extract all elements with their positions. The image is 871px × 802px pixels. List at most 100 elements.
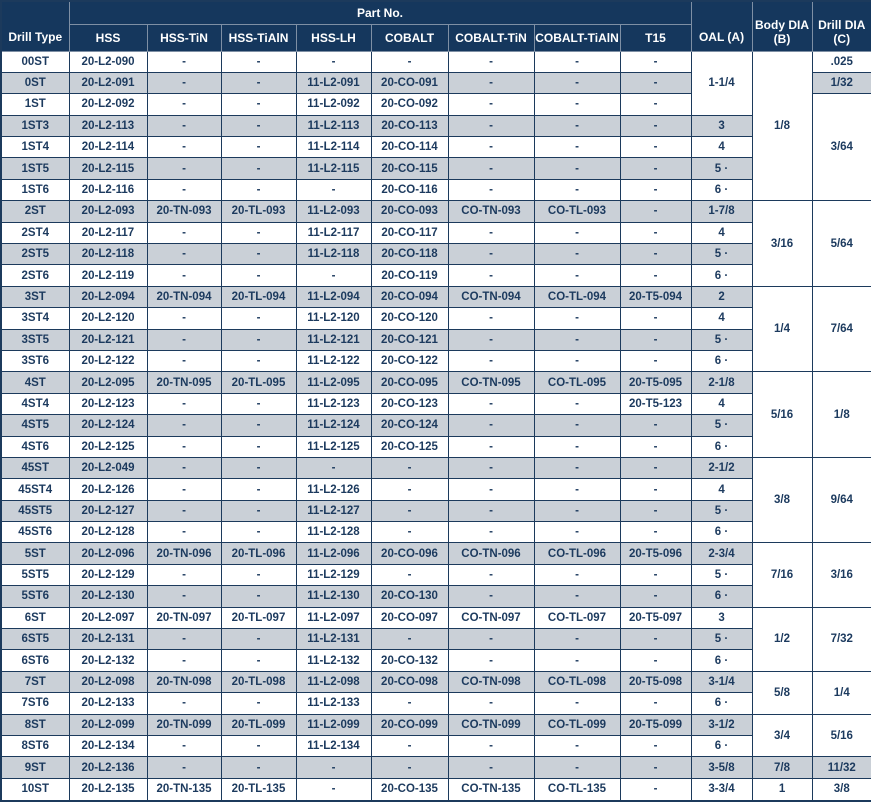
part-no-cell-cobalt: - — [370, 756, 449, 779]
part-no-cell-hss-tialn: 20-TL-098 — [220, 670, 297, 694]
body-dia-cell: 5/16 — [751, 371, 813, 458]
part-no-cell-hss-tin: - — [146, 221, 222, 245]
part-no-cell-hss-lh: 11-L2-092 — [295, 93, 372, 116]
part-no-cell-hss-lh: 11-L2-120 — [295, 307, 372, 330]
part-no-cell-hss-lh: 11-L2-133 — [295, 692, 372, 715]
part-no-cell-hss-tin: - — [146, 307, 222, 330]
part-no-cell-cobalt-tin: CO-TN-095 — [447, 371, 535, 394]
part-no-cell-hss-tialn: - — [220, 114, 297, 138]
part-no-cell-hss: 20-L2-123 — [68, 392, 148, 416]
col-header-body-dia-sublabel: (B) — [773, 32, 791, 47]
oal-cell: 3-5/8 — [690, 756, 753, 779]
oal-cell: 6 · — [690, 349, 753, 373]
part-no-cell-t15: - — [619, 414, 692, 437]
part-no-cell-cobalt: - — [370, 521, 449, 544]
part-no-cell-hss-tin: - — [146, 499, 222, 523]
part-no-cell-hss-tialn: - — [220, 435, 297, 458]
part-no-cell-cobalt-tin: - — [447, 478, 535, 501]
part-no-cell-cobalt-tialn: - — [533, 456, 621, 480]
part-no-cell-cobalt-tin: - — [447, 585, 535, 608]
body-dia-cell: 1/4 — [751, 285, 813, 373]
part-no-cell-t15: 20-T5-097 — [619, 606, 692, 630]
part-no-cell-t15: - — [619, 50, 692, 73]
table-row: 1ST3 20-L2-113- -11-L2-113 20-CO-113- - -3 — [0, 114, 871, 138]
part-no-cell-hss: 20-L2-097 — [68, 606, 148, 630]
part-no-cell-cobalt-tialn: CO-TL-097 — [533, 606, 621, 630]
part-no-cell-cobalt: 20-CO-119 — [370, 264, 449, 287]
body-dia-cell: 5/8 — [751, 670, 813, 715]
drill-dia-cell: 3/64 — [811, 93, 871, 202]
oal-cell: 6 · — [690, 585, 753, 608]
table-row: 2ST5 20-L2-118- -11-L2-118 20-CO-118- - -5 · — [0, 243, 871, 266]
drill-type-cell: 5ST — [0, 542, 70, 565]
part-no-cell-t15: - — [619, 71, 692, 95]
part-no-cell-t15: 20-T5-095 — [619, 371, 692, 394]
part-no-cell-t15: - — [619, 456, 692, 480]
table-row: 2ST4 20-L2-117- -11-L2-117 20-CO-117- - -4 — [0, 221, 871, 245]
table-row: 2ST6 20-L2-119- - -20-CO-119- - -6 · — [0, 264, 871, 287]
table-row: 4ST5 20-L2-124- -11-L2-124 20-CO-124- - -5 · — [0, 414, 871, 437]
part-no-cell-hss: 20-L2-093 — [68, 200, 148, 223]
part-no-cell-hss: 20-L2-049 — [68, 456, 148, 480]
table-row: 1ST6 20-L2-116- - -20-CO-116- - -6 · — [0, 178, 871, 202]
drill-type-cell: 1ST3 — [0, 114, 70, 138]
part-no-cell-t15: - — [619, 777, 692, 802]
part-no-cell-hss-tin: - — [146, 414, 222, 437]
part-no-cell-hss: 20-L2-127 — [68, 499, 148, 523]
part-no-cell-hss: 20-L2-136 — [68, 756, 148, 779]
part-no-cell-hss-tin: - — [146, 178, 222, 202]
part-no-cell-hss-tin: - — [146, 692, 222, 715]
part-no-cell-hss-tin: 20-TN-093 — [146, 200, 222, 223]
table-row: 45ST6 20-L2-128- -11-L2-128- - - -6 · — [0, 521, 871, 544]
drill-type-cell: 1ST — [0, 93, 70, 116]
drill-type-cell: 1ST4 — [0, 136, 70, 159]
part-no-cell-cobalt-tin: CO-TN-093 — [447, 200, 535, 223]
part-no-cell-cobalt: - — [370, 563, 449, 587]
col-header-body-dia-label: Body DIA — [755, 18, 810, 33]
drill-type-cell: 1ST6 — [0, 178, 70, 202]
part-no-cell-cobalt: 20-CO-121 — [370, 328, 449, 351]
part-no-cell-cobalt-tialn: - — [533, 157, 621, 180]
part-no-cell-cobalt: 20-CO-124 — [370, 414, 449, 437]
body-dia-cell: 3/16 — [751, 200, 813, 287]
part-no-cell-cobalt-tialn: - — [533, 50, 621, 73]
oal-cell: 6 · — [690, 264, 753, 287]
part-no-cell-cobalt-tin: - — [447, 435, 535, 458]
oal-cell: 1-1/4 — [690, 50, 753, 116]
part-no-cell-hss-lh: 11-L2-114 — [295, 136, 372, 159]
drill-type-cell: 9ST — [0, 756, 70, 779]
col-header-cobalt-tialn: COBALT-TiAlN — [533, 23, 621, 52]
drill-type-cell: 1ST5 — [0, 157, 70, 180]
col-header-cobalt: COBALT — [370, 23, 449, 52]
part-no-cell-cobalt: 20-CO-132 — [370, 649, 449, 672]
part-no-cell-hss: 20-L2-134 — [68, 734, 148, 758]
part-no-cell-hss: 20-L2-122 — [68, 349, 148, 373]
part-no-cell-t15: 20-T5-096 — [619, 542, 692, 565]
oal-cell: 6 · — [690, 692, 753, 715]
part-no-cell-cobalt: - — [370, 628, 449, 651]
part-no-cell-cobalt-tialn: - — [533, 243, 621, 266]
drill-table-body: 00ST 20-L2-090- - - - - - -1-1/4 1/8.025 0ST 20-L2… — [0, 50, 871, 802]
part-no-cell-cobalt-tialn: - — [533, 692, 621, 715]
table-row: 3ST 20-L2-094 20-TN-094 20-TL-094 11-L2-094 2… — [0, 285, 871, 373]
oal-cell: 3-3/4 — [690, 777, 753, 802]
part-no-cell-cobalt-tialn: - — [533, 435, 621, 458]
part-no-cell-hss-tin: - — [146, 136, 222, 159]
table-row: 5ST5 20-L2-129- -11-L2-129- - - -5 · — [0, 563, 871, 587]
part-no-cell-hss-tin: 20-TN-098 — [146, 670, 222, 694]
part-no-cell-cobalt: - — [370, 692, 449, 715]
part-no-cell-hss: 20-L2-095 — [68, 371, 148, 394]
part-no-cell-hss-tialn: 20-TL-096 — [220, 542, 297, 565]
part-no-cell-cobalt: 20-CO-117 — [370, 221, 449, 245]
col-header-drill-dia-label: Drill DIA — [818, 18, 866, 33]
part-no-cell-cobalt: 20-CO-120 — [370, 307, 449, 330]
header-row-part-columns: HSS HSS-TiN HSS-TiAlN HSS-LH COBALT COBA… — [1, 23, 871, 52]
table-row: 8ST6 20-L2-134- -11-L2-134- - - -6 · — [0, 734, 871, 758]
part-no-cell-hss-lh: 11-L2-115 — [295, 157, 372, 180]
part-no-cell-hss-tin: - — [146, 93, 222, 116]
part-no-cell-cobalt-tin: - — [447, 392, 535, 416]
part-no-cell-hss-tialn: - — [220, 136, 297, 159]
part-no-cell-cobalt-tialn: - — [533, 649, 621, 672]
part-no-cell-hss-lh: 11-L2-123 — [295, 392, 372, 416]
